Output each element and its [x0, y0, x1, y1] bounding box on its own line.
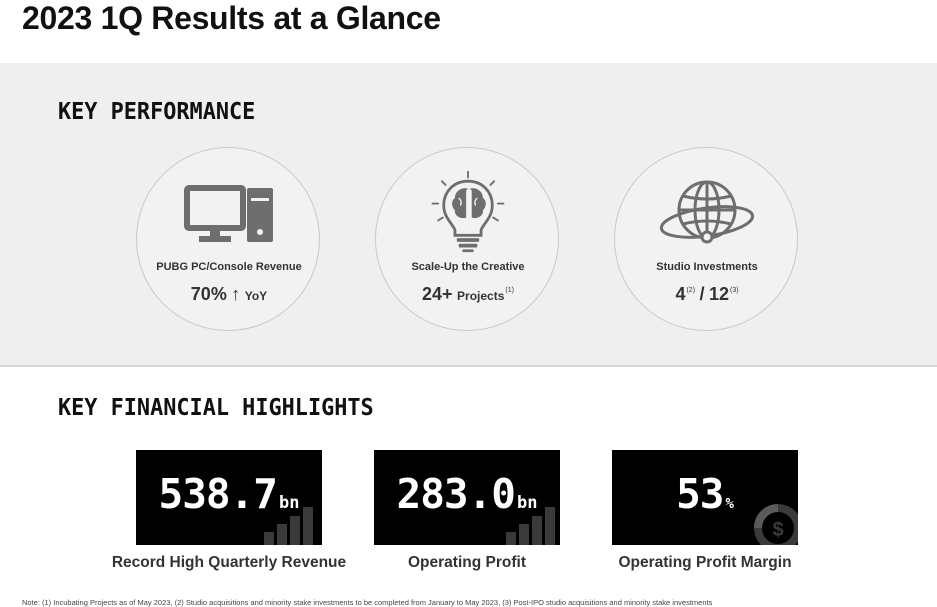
- operating-profit-unit: bn: [516, 493, 538, 513]
- performance-card-studio: Studio Investments 4(2) / 12(3): [614, 147, 798, 331]
- revenue-label: Record High Quarterly Revenue: [111, 554, 347, 571]
- section-divider: [0, 365, 937, 367]
- studio-value-a: 4: [675, 284, 686, 304]
- creative-suffix: Projects: [457, 289, 505, 303]
- pc-revenue-value: 70%: [190, 284, 227, 304]
- studio-note-a: (2): [686, 287, 696, 294]
- revenue-value: 538.7: [158, 470, 278, 518]
- svg-text:$: $: [772, 519, 783, 541]
- pc-revenue-stat: 70% ↑ YoY: [137, 284, 321, 305]
- studio-note-b: (3): [729, 287, 739, 294]
- operating-margin-label: Operating Profit Margin: [618, 554, 792, 571]
- operating-margin-unit: %: [725, 496, 734, 512]
- creative-stat: 24+ Projects(1): [376, 284, 560, 305]
- globe-orbit-icon: [659, 180, 755, 244]
- operating-profit-label: Operating Profit: [408, 554, 526, 571]
- studio-label: Studio Investments: [656, 261, 758, 273]
- arrow-up-icon: ↑: [231, 284, 241, 304]
- lightbulb-brain-icon: [431, 170, 505, 253]
- operating-margin-value: 53: [676, 470, 724, 518]
- revenue-card: 538.7 bn: [136, 450, 322, 545]
- revenue-unit: bn: [278, 493, 300, 513]
- studio-separator: /: [699, 284, 705, 304]
- operating-profit-value: 283.0: [396, 470, 516, 518]
- performance-card-pc-revenue: PUBG PC/Console Revenue 70% ↑ YoY: [136, 147, 320, 331]
- computer-icon: [184, 185, 273, 242]
- creative-note: (1): [505, 287, 514, 294]
- operating-margin-card: $ 53%: [612, 450, 798, 545]
- creative-value: 24+: [422, 284, 453, 304]
- key-financial-heading: KEY FINANCIAL HIGHLIGHTS: [58, 395, 374, 421]
- revenue-value-wrap: 538.7 bn: [136, 470, 322, 518]
- page-title: 2023 1Q Results at a Glance: [22, 0, 441, 36]
- bar-chart-icon: [506, 507, 555, 545]
- dollar-pie-icon: $: [754, 504, 798, 545]
- performance-card-creative: Scale-Up the Creative 24+ Projects(1): [375, 147, 559, 331]
- key-performance-heading: KEY PERFORMANCE: [58, 99, 256, 125]
- studio-stat: 4(2) / 12(3): [615, 284, 799, 305]
- footnote: Note: (1) Incubating Projects as of May …: [22, 598, 713, 607]
- pc-revenue-label: PUBG PC/Console Revenue: [156, 261, 302, 273]
- creative-label: Scale-Up the Creative: [411, 261, 525, 273]
- bar-chart-icon: [264, 507, 313, 545]
- operating-profit-card: 283.0 bn: [374, 450, 560, 545]
- studio-value-b: 12: [708, 284, 729, 304]
- operating-profit-value-wrap: 283.0 bn: [374, 470, 560, 518]
- pc-revenue-suffix: YoY: [244, 289, 268, 303]
- operating-margin-value-wrap: 53%: [612, 470, 798, 518]
